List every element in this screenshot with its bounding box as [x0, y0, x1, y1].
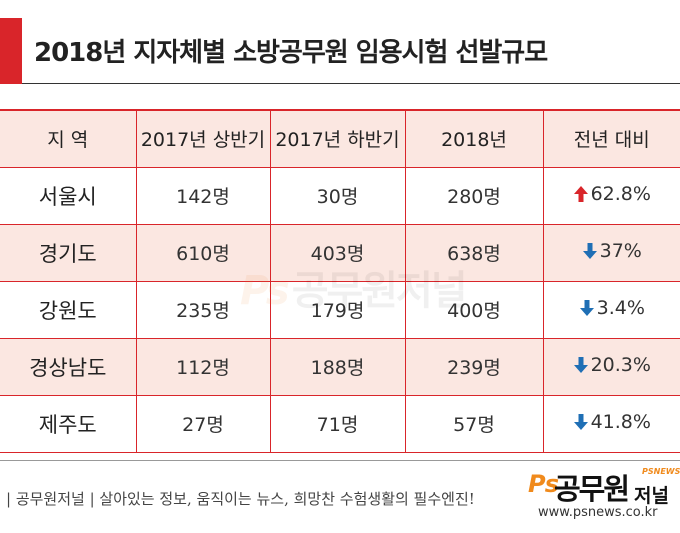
yoy-change-cell: 41.8%: [542, 395, 680, 453]
table-row: 서울시 142명 30명 280명 62.8%: [0, 167, 680, 225]
yoy-change: 3.4%: [579, 297, 645, 319]
value-2017-second-half: 403명: [269, 224, 405, 282]
page-title: 2018년 지자체별 소방공무원 임용시험 선발규모: [34, 38, 548, 68]
red-up-arrow-icon: [573, 186, 588, 202]
value-2017-second-half: 71명: [269, 395, 405, 453]
header-2017-second-half: 2017년 하반기: [269, 109, 405, 168]
yoy-change: 62.8%: [573, 183, 651, 205]
value-2017-second-half: 30명: [269, 167, 405, 225]
header-region: 지 역: [0, 109, 136, 168]
logo-tag-text: PSNEWS: [642, 467, 680, 476]
yoy-change-value: 20.3%: [590, 354, 651, 376]
value-2018: 239명: [404, 338, 543, 396]
region-cell: 제주도: [0, 395, 136, 453]
psnews-logo: Ps 공무원 PSNEWS 저널: [528, 466, 680, 507]
value-2017-second-half: 188명: [269, 338, 405, 396]
table-row: 제주도 27명 71명 57명 41.8%: [0, 395, 680, 453]
header-yoy-change: 전년 대비: [542, 109, 680, 168]
site-url[interactable]: www.psnews.co.kr: [538, 505, 658, 520]
table-header-row: 지 역 2017년 상반기 2017년 하반기 2018년 전년 대비: [0, 109, 680, 168]
region-cell: 강원도: [0, 281, 136, 339]
value-2018: 638명: [404, 224, 543, 282]
value-2018: 400명: [404, 281, 543, 339]
logo-main-text: 공무원: [554, 472, 630, 506]
table-row: 경상남도 112명 188명 239명 20.3%: [0, 338, 680, 396]
yoy-change-value: 62.8%: [590, 183, 651, 205]
value-2017-second-half: 179명: [269, 281, 405, 339]
yoy-change-value: 37%: [599, 240, 642, 262]
yoy-change-value: 41.8%: [590, 411, 651, 433]
header-2017-first-half: 2017년 상반기: [135, 109, 270, 168]
value-2017-first-half: 112명: [135, 338, 270, 396]
title-accent-bar: [0, 18, 22, 84]
blue-down-arrow-icon: [573, 414, 588, 430]
yoy-change-cell: 37%: [542, 224, 680, 282]
title-underline: [22, 83, 680, 84]
yoy-change-cell: 62.8%: [542, 167, 680, 225]
title-bar: 2018년 지자체별 소방공무원 임용시험 선발규모: [0, 18, 680, 84]
yoy-change-value: 3.4%: [596, 297, 645, 319]
value-2018: 280명: [404, 167, 543, 225]
yoy-change-cell: 20.3%: [542, 338, 680, 396]
value-2017-first-half: 610명: [135, 224, 270, 282]
header-2018: 2018년: [404, 109, 543, 168]
blue-down-arrow-icon: [579, 300, 594, 316]
value-2017-first-half: 142명: [135, 167, 270, 225]
value-2017-first-half: 27명: [135, 395, 270, 453]
table-row: 경기도 610명 403명 638명 37%: [0, 224, 680, 282]
blue-down-arrow-icon: [573, 357, 588, 373]
value-2018: 57명: [404, 395, 543, 453]
footer-divider: [0, 460, 680, 461]
logo-ps-mark: Ps: [528, 470, 560, 498]
region-cell: 경기도: [0, 224, 136, 282]
yoy-change: 20.3%: [573, 354, 651, 376]
region-cell: 서울시: [0, 167, 136, 225]
blue-down-arrow-icon: [582, 243, 597, 259]
logo-sub-text: 저널: [634, 485, 669, 507]
yoy-change: 37%: [582, 240, 642, 262]
recruitment-table-container: 지 역 2017년 상반기 2017년 하반기 2018년 전년 대비 서울시 1…: [0, 109, 680, 453]
yoy-change: 41.8%: [573, 411, 651, 433]
yoy-change-cell: 3.4%: [542, 281, 680, 339]
recruitment-table: 지 역 2017년 상반기 2017년 하반기 2018년 전년 대비 서울시 1…: [0, 109, 680, 453]
region-cell: 경상남도: [0, 338, 136, 396]
value-2017-first-half: 235명: [135, 281, 270, 339]
footer-slogan: | 공무원저널 | 살아있는 정보, 움직이는 뉴스, 희망찬 수험생활의 필수…: [6, 490, 475, 508]
table-row: 강원도 235명 179명 400명 3.4%: [0, 281, 680, 339]
